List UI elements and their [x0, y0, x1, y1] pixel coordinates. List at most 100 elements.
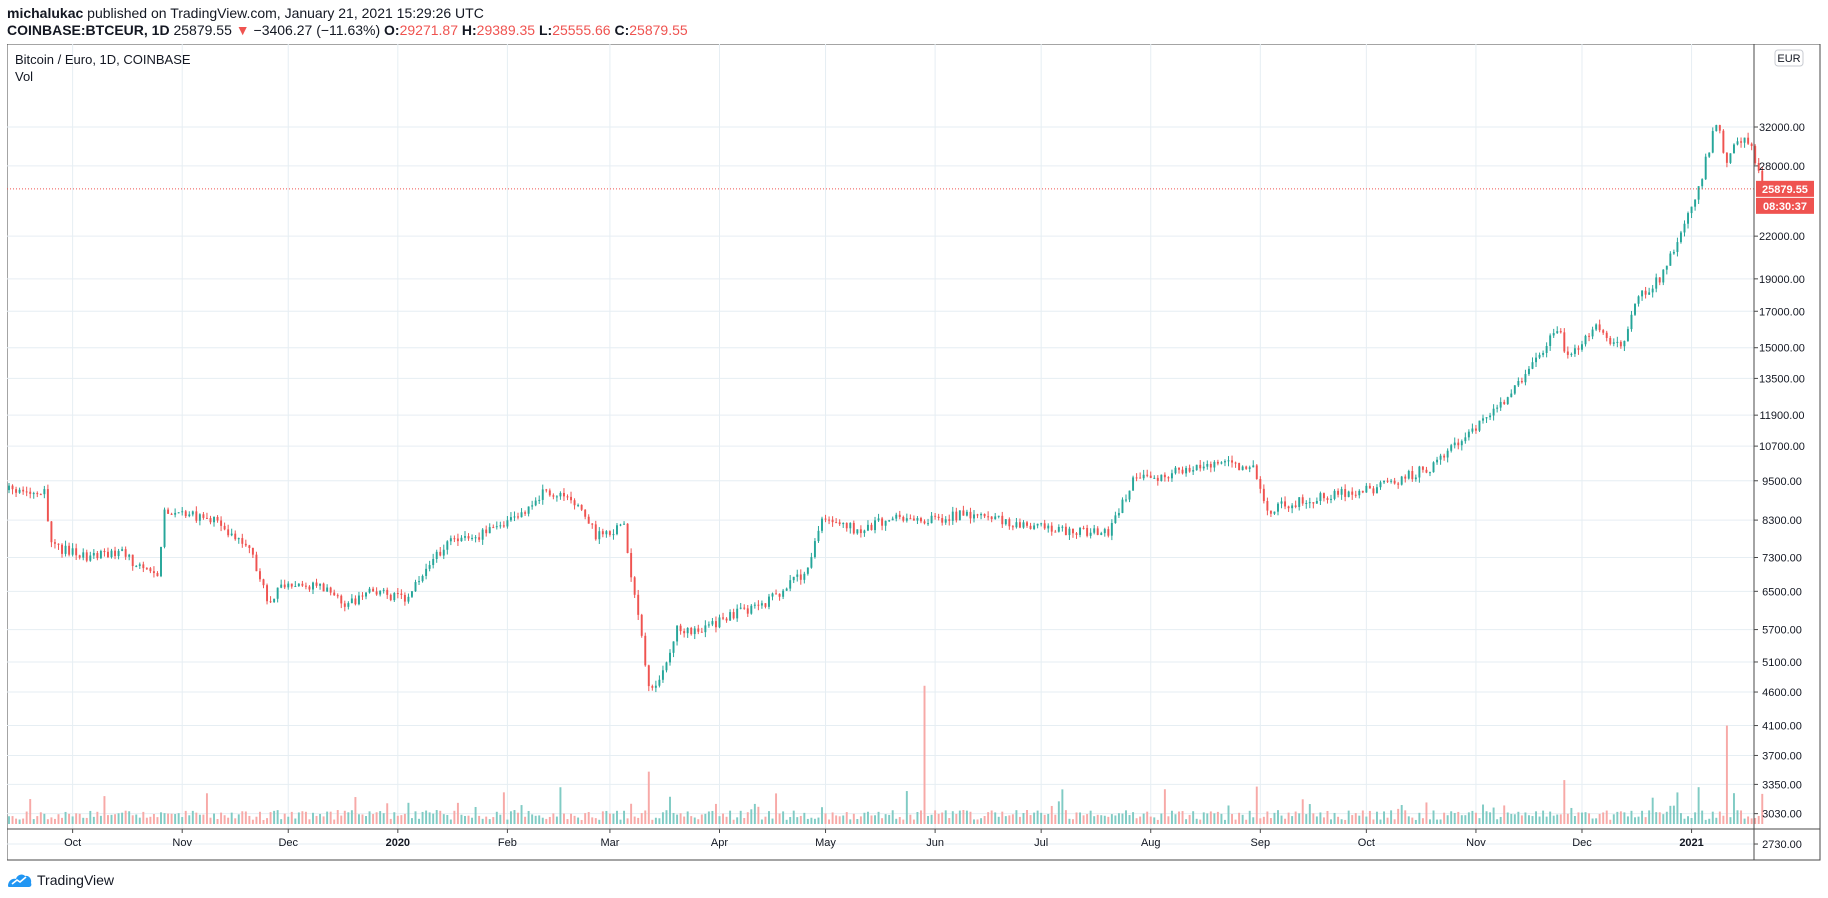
- candle-down: [1008, 519, 1011, 527]
- volume-bar: [1506, 812, 1509, 824]
- candle-down: [1216, 461, 1219, 464]
- volume-bar: [202, 814, 205, 824]
- candle-up: [1471, 428, 1474, 432]
- candle-up: [789, 580, 792, 589]
- volume-bar: [312, 812, 314, 824]
- volume-bar: [806, 818, 809, 824]
- candle-down: [948, 519, 951, 521]
- candle-down: [142, 564, 145, 569]
- volume-bar: [587, 812, 590, 824]
- candle-up: [806, 567, 809, 574]
- candle-down: [439, 551, 442, 556]
- candle-up: [1227, 460, 1230, 462]
- candle-down: [11, 485, 14, 490]
- candle-up: [460, 537, 463, 542]
- candle-up: [1506, 397, 1509, 405]
- candle-down: [467, 536, 470, 539]
- volume-bar: [1206, 813, 1209, 824]
- candle-down: [1722, 130, 1725, 153]
- volume-bar: [1733, 793, 1735, 824]
- candle-up: [506, 520, 509, 527]
- candle-down: [96, 553, 99, 559]
- price-axis[interactable]: 2470.002730.003030.003350.003700.004100.…: [1754, 122, 1805, 862]
- volume-bar: [237, 814, 240, 824]
- volume-bar: [672, 812, 675, 824]
- volume-bar: [241, 811, 244, 824]
- volume-bar: [644, 810, 647, 824]
- candle-up: [944, 519, 947, 523]
- candle-down: [78, 555, 81, 558]
- candle-up: [128, 554, 131, 557]
- volume-bar: [1308, 804, 1311, 824]
- candle-down: [131, 554, 134, 567]
- candle-up: [1125, 499, 1127, 501]
- candle-down: [195, 511, 198, 521]
- volume-bar: [1252, 817, 1255, 824]
- volume-bar: [1708, 818, 1711, 824]
- candle-up: [1273, 511, 1276, 514]
- candle-up: [927, 523, 930, 525]
- volume-bar: [1082, 815, 1085, 824]
- candle-up: [605, 531, 608, 535]
- countdown-tag: 08:30:37: [1763, 201, 1807, 213]
- open-label: O:: [384, 22, 400, 38]
- volume-bar: [1241, 814, 1244, 824]
- candle-down: [1082, 527, 1085, 529]
- volume-bar: [1407, 816, 1410, 824]
- author-name[interactable]: michalukac: [7, 5, 84, 21]
- time-axis[interactable]: Oct Nov Dec 2020 Feb Mar Apr May Jun Jul Aug Sep Oct…: [64, 829, 1704, 849]
- candle-up: [357, 595, 360, 605]
- candle-down: [637, 594, 640, 615]
- chart-canvas[interactable]: 2470.002730.003030.003350.003700.004100.…: [7, 44, 1821, 862]
- candle-down: [517, 516, 519, 518]
- chart-legend-title[interactable]: Bitcoin / Euro, 1D, COINBASE: [15, 52, 191, 67]
- candle-up: [1513, 385, 1516, 394]
- volume-bar: [103, 796, 106, 824]
- volume-legend[interactable]: Vol: [15, 69, 34, 84]
- volume-bar: [513, 810, 516, 824]
- candle-down: [608, 531, 611, 535]
- volume-bar: [1167, 816, 1170, 824]
- currency-badge[interactable]: EUR: [1774, 49, 1804, 67]
- candle-down: [53, 542, 56, 544]
- candle-up: [365, 592, 367, 597]
- candle-up: [1277, 503, 1279, 512]
- candle-down: [1188, 467, 1191, 472]
- candle-up: [555, 496, 558, 498]
- y-tick-label: 3700.00: [1762, 750, 1802, 762]
- volume-bar: [1641, 810, 1644, 824]
- candle-down: [50, 521, 53, 543]
- candle-down: [1199, 464, 1202, 469]
- candle-down: [1598, 324, 1601, 331]
- candle-down: [1421, 466, 1424, 470]
- candle-down: [152, 571, 155, 574]
- volume-bar: [835, 815, 838, 824]
- volume-bar: [930, 814, 933, 824]
- candle-down: [400, 593, 403, 595]
- volume-bar: [1322, 817, 1325, 824]
- candle-up: [191, 511, 194, 515]
- candle-down: [1566, 351, 1569, 355]
- x-tick-label: Sep: [1251, 837, 1271, 849]
- candle-down: [1107, 529, 1110, 536]
- volume-bar: [1736, 810, 1739, 824]
- volume-bar: [1602, 812, 1605, 824]
- x-tick-label: 2021: [1679, 837, 1703, 849]
- candle-up: [1142, 474, 1145, 479]
- candle-down: [552, 495, 555, 497]
- candle-down: [1072, 528, 1074, 534]
- volume-bar: [1015, 810, 1018, 824]
- volume-bar: [297, 812, 300, 824]
- price-series[interactable]: [8, 124, 1764, 693]
- volume-bar: [874, 815, 876, 824]
- candle-up: [1538, 354, 1541, 358]
- candle-down: [644, 635, 647, 666]
- tradingview-brand[interactable]: TradingView: [7, 872, 114, 888]
- candle-up: [1358, 490, 1361, 496]
- volume-bar: [174, 814, 177, 824]
- volume-bar: [1153, 817, 1156, 824]
- candle-down: [859, 529, 862, 534]
- volume-bar: [1676, 792, 1679, 824]
- volume-bar: [605, 810, 608, 824]
- candle-down: [485, 529, 488, 534]
